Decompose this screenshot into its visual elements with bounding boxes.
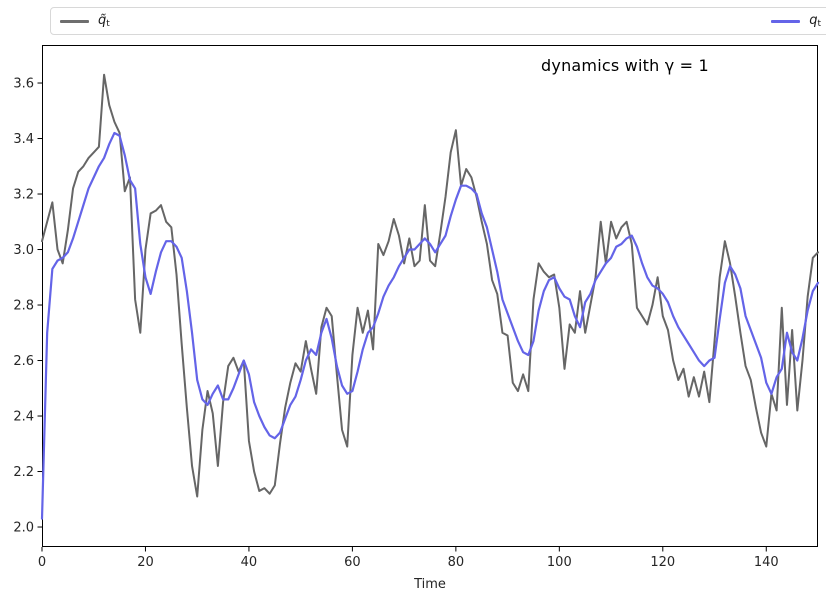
x-tick-label: 0: [38, 555, 46, 570]
series-line-qtilde: [41, 73, 819, 498]
x-tick-label: 120: [650, 555, 675, 570]
legend-label-q: qt: [809, 14, 821, 29]
y-tick-label: 3.2: [13, 188, 34, 203]
legend-entry-qtilde: q̃t: [60, 14, 110, 29]
x-tick-label: 20: [137, 555, 154, 570]
x-axis-label: Time: [413, 577, 446, 592]
qtilde-subscript: t: [106, 18, 110, 29]
y-tick-label: 2.6: [13, 354, 34, 369]
series-line-q: [40, 131, 820, 520]
q-subscript: t: [817, 18, 821, 29]
y-tick-label: 2.8: [13, 299, 34, 314]
legend-entry-q: qt: [771, 14, 821, 29]
q-line-swatch: [771, 19, 801, 23]
x-tick-label: 40: [241, 555, 258, 570]
legend: q̃t qt: [50, 7, 826, 35]
q-symbol: q: [809, 12, 818, 28]
y-tick-label: 2.2: [13, 465, 34, 480]
x-tick-label: 60: [344, 555, 361, 570]
x-tick-label: 100: [547, 555, 572, 570]
legend-label-qtilde: q̃t: [98, 14, 110, 29]
y-tick-label: 3.6: [13, 77, 34, 92]
y-tick-label: 3.4: [13, 132, 34, 147]
y-tick-label: 2.0: [13, 521, 34, 536]
x-tick-label: 80: [448, 555, 465, 570]
qtilde-symbol: q̃: [98, 12, 107, 28]
y-tick-label: 3.0: [13, 243, 34, 258]
axes-frame: [42, 45, 818, 547]
x-tick-label: 140: [754, 555, 779, 570]
plot-title: dynamics with γ = 1: [541, 56, 709, 75]
qtilde-line-swatch: [60, 19, 89, 23]
y-tick-label: 2.4: [13, 410, 34, 425]
